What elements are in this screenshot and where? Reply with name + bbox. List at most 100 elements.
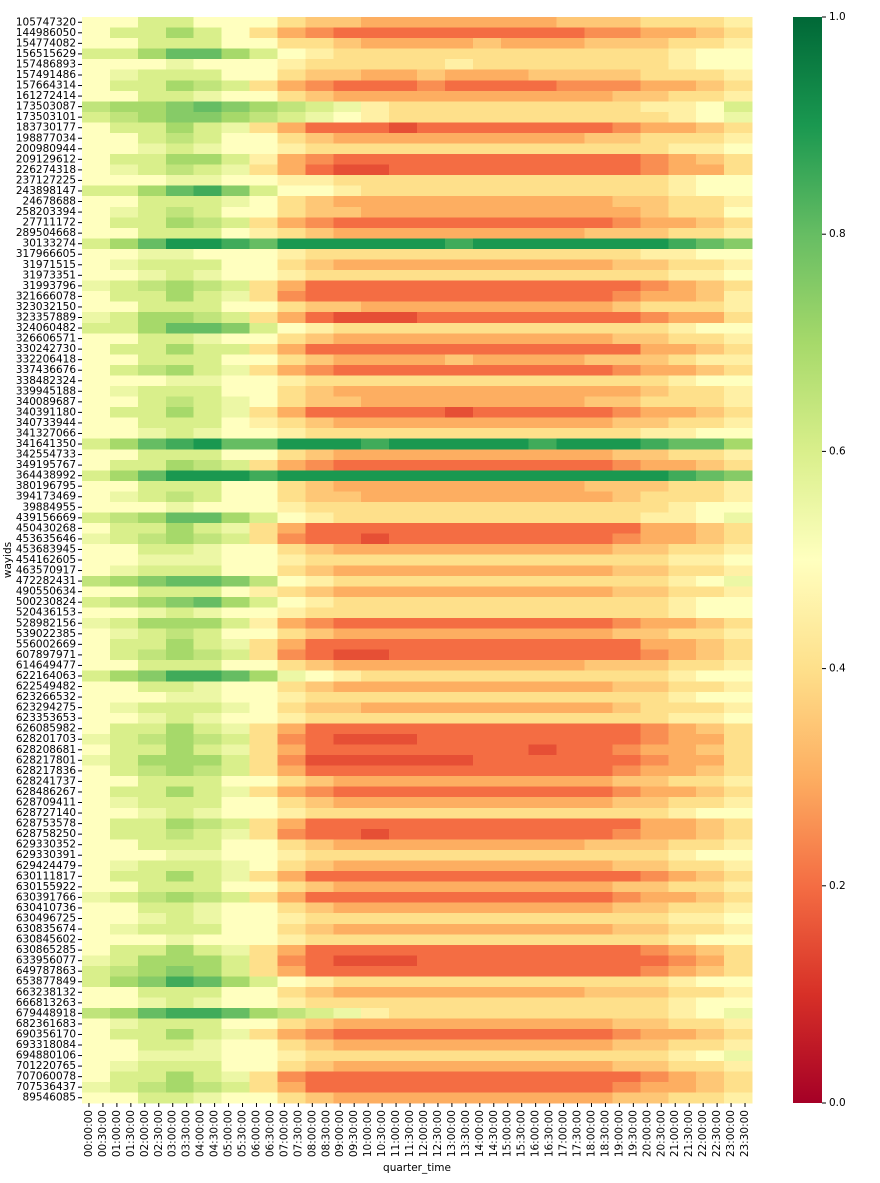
heatmap-cell [361,934,390,946]
heatmap-cell [82,185,111,197]
heatmap-cell [193,48,222,60]
heatmap-cell [361,417,390,429]
heatmap-cell [444,1039,474,1051]
heatmap-cell [417,923,446,935]
heatmap-cell [82,312,111,324]
y-tick-label: 332206418 [16,354,76,366]
heatmap-cell [305,1008,334,1020]
heatmap-cell [724,132,753,144]
heatmap-cell [640,839,669,851]
heatmap-cell [305,217,334,229]
heatmap-cell [500,259,530,271]
heatmap-cell [277,575,306,587]
heatmap-cell [361,976,390,988]
heatmap-cell [277,849,306,861]
heatmap-cell [82,944,111,956]
heatmap-cell [584,923,613,935]
heatmap-cell [221,417,250,429]
heatmap-cell [500,755,530,767]
heatmap-cell [193,491,222,503]
heatmap-cell [472,364,502,376]
heatmap-cell [584,312,613,324]
heatmap-cell [640,586,669,598]
heatmap-cell [221,765,250,777]
heatmap-cell [472,691,502,703]
heatmap-cell [640,1081,669,1093]
heatmap-cell [417,691,446,703]
heatmap-cell [221,818,250,830]
heatmap-cell [305,333,334,345]
heatmap-cell [556,649,585,661]
heatmap-cell [696,206,725,218]
heatmap-cell [221,607,250,619]
heatmap-cell [417,291,446,303]
heatmap-cell [361,59,390,71]
heatmap-cell [361,428,390,440]
heatmap-cell [165,1039,195,1051]
heatmap-cell [249,185,278,197]
heatmap-cell [417,1029,446,1041]
heatmap-cell [724,438,753,450]
heatmap-cell [361,828,390,840]
heatmap-cell [221,428,250,440]
heatmap-cell [333,438,362,450]
heatmap-cell [584,523,613,535]
heatmap-cell [528,733,557,745]
heatmap-cell [221,997,250,1009]
heatmap-cell [696,892,725,904]
heatmap-cell [640,681,669,693]
heatmap-cell [333,670,362,682]
heatmap-cell [556,565,585,577]
heatmap-cell [640,892,669,904]
heatmap-cell [556,1008,585,1020]
heatmap-cell [277,987,306,998]
heatmap-cell [333,965,362,977]
heatmap-cell [528,480,557,492]
heatmap-cell [640,944,669,956]
heatmap-cell [556,301,585,313]
heatmap-cell [640,818,669,830]
heatmap-cell [137,417,167,429]
heatmap-cell [82,765,111,777]
heatmap-cell [305,248,334,260]
heatmap-cell [165,154,195,166]
heatmap-cell [165,291,195,303]
heatmap-cell [389,596,418,608]
y-tick-label: 157491486 [16,69,76,81]
heatmap-cell [305,797,334,809]
heatmap-cell [444,1050,474,1062]
heatmap-cell [584,48,613,60]
heatmap-cell [193,987,222,998]
heatmap-cell [82,755,111,767]
heatmap-cell [500,744,530,756]
heatmap-cell [584,428,613,440]
heatmap-cell [193,122,222,134]
heatmap-cell [668,480,697,492]
heatmap-cell [696,565,725,577]
heatmap-cell [724,248,753,260]
heatmap-cell [165,607,195,619]
y-tick-label: 707536437 [16,1081,76,1093]
heatmap-cell [640,755,669,767]
heatmap-cell [528,955,557,967]
x-tick-label: 00:30:00 [97,1110,109,1157]
heatmap-cell [584,470,613,482]
heatmap-cell [165,776,195,788]
heatmap-cell [584,38,613,50]
heatmap-cell [305,596,334,608]
y-tick-label: 349195767 [16,459,76,471]
heatmap-cell [556,1060,585,1072]
heatmap-cell [528,227,557,239]
heatmap-cell [500,807,530,819]
heatmap-cell [305,206,334,218]
heatmap-cell [165,649,195,661]
heatmap-cell [277,818,306,830]
heatmap-cell [640,206,669,218]
heatmap-cell [612,902,641,914]
heatmap-cell [417,1018,446,1030]
heatmap-cell [333,428,362,440]
heatmap-cell [444,217,474,229]
heatmap-cell [612,154,641,166]
heatmap-cell [472,491,502,503]
heatmap-cell [500,554,530,566]
